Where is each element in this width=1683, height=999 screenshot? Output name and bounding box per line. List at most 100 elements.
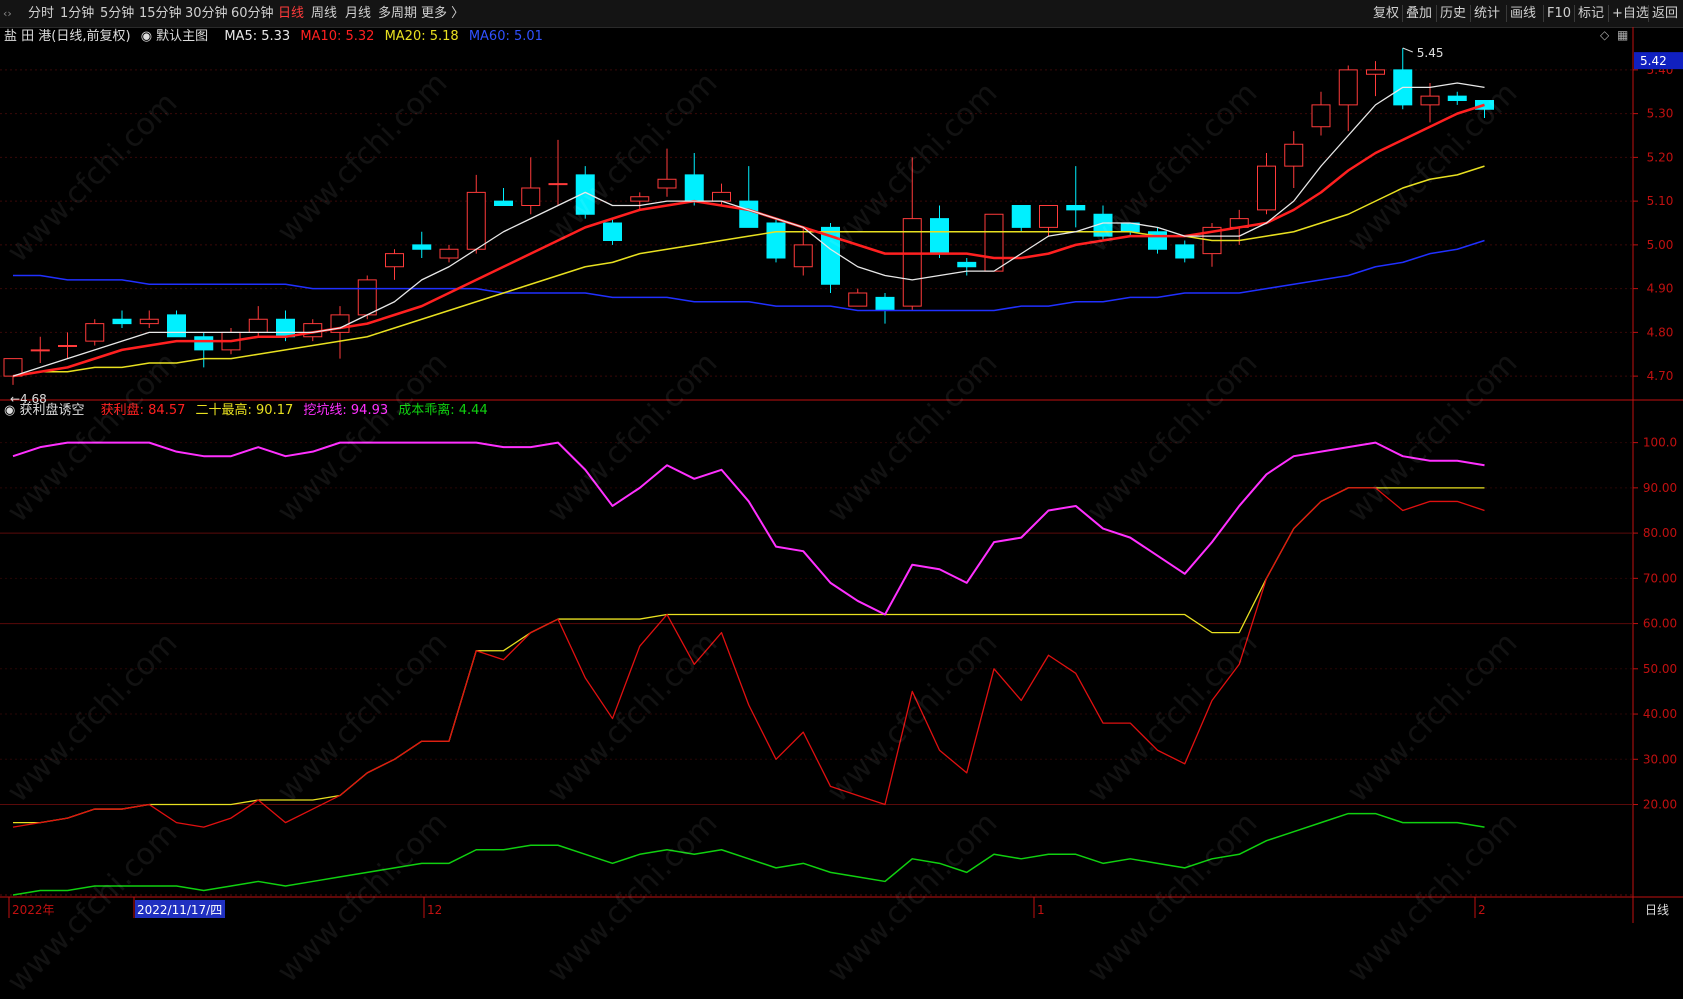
price-tick-label: 5.00 bbox=[1647, 238, 1674, 252]
ma20-line bbox=[12, 165, 1485, 377]
last-price-label: 5.42 bbox=[1640, 54, 1667, 68]
profit-line bbox=[12, 487, 1485, 828]
candle-body-up bbox=[548, 183, 568, 186]
period-toolbar: ‹› 分时 1分钟 5分钟 15分钟 30分钟 60分钟 日线 周线 月线 多周期 更多 〉 复权叠… bbox=[0, 0, 1683, 28]
candle-body-down bbox=[494, 200, 513, 206]
indicator-tick-label: 40.00 bbox=[1643, 707, 1677, 721]
high20-line bbox=[13, 487, 1485, 824]
period-tab-7[interactable]: 周线 bbox=[311, 6, 338, 21]
period-tab-8[interactable]: 月线 bbox=[345, 6, 372, 21]
candle-body-up bbox=[848, 292, 868, 307]
indicator-tick-label: 60.00 bbox=[1643, 617, 1677, 631]
tool-button-2[interactable]: 历史 bbox=[1440, 6, 1467, 21]
toolbar-separator bbox=[1506, 5, 1507, 22]
cost-label: 成本乖离: 4.44 bbox=[398, 403, 488, 418]
ma10-label: MA10: 5.32 bbox=[300, 29, 375, 44]
candle-body-up bbox=[439, 248, 459, 259]
candle-body-up bbox=[630, 196, 650, 202]
candle-body-down bbox=[1093, 213, 1113, 237]
price-tick-label: 5.20 bbox=[1647, 150, 1674, 164]
high-price-label: 5.45 bbox=[1417, 46, 1444, 60]
ma20-label: MA20: 5.18 bbox=[384, 29, 459, 44]
indicator-selector[interactable]: ◉ 获利盘诱空 bbox=[4, 403, 85, 418]
indicator-tick-label: 100.0 bbox=[1643, 436, 1677, 450]
candle-body-up bbox=[385, 253, 404, 268]
candle-body-up bbox=[58, 345, 77, 347]
ma5-label: MA5: 5.33 bbox=[224, 29, 291, 44]
candle-body-down bbox=[194, 336, 214, 351]
candle-body-down bbox=[957, 261, 977, 268]
ma5-line bbox=[12, 82, 1485, 377]
tool-button-0[interactable]: 复权 bbox=[1373, 6, 1400, 21]
candle-body-up bbox=[984, 213, 1004, 272]
period-tab-5[interactable]: 60分钟 bbox=[231, 6, 274, 21]
candle-body-up bbox=[793, 244, 813, 268]
date-label: 2022/11/17/四 bbox=[137, 903, 222, 917]
high-marker bbox=[1402, 47, 1413, 53]
diamond-icon[interactable]: ◇ bbox=[1600, 28, 1610, 42]
tool-button-4[interactable]: 画线 bbox=[1510, 6, 1537, 21]
period-label: 日线 bbox=[1645, 903, 1669, 917]
date-cursor-badge bbox=[135, 900, 225, 918]
price-tick-label: 4.80 bbox=[1647, 325, 1674, 339]
candle-body-down bbox=[875, 296, 895, 311]
period-tab-4[interactable]: 30分钟 bbox=[185, 6, 228, 21]
ma60-line bbox=[13, 239, 1485, 312]
candle-body-up bbox=[30, 349, 50, 352]
stock-chart[interactable]: 5.405.305.205.105.004.904.804.705.42100.… bbox=[0, 0, 1683, 923]
indicator-tick-label: 30.00 bbox=[1643, 752, 1677, 766]
main-chart-selector[interactable]: ◉ 默认主图 bbox=[140, 29, 209, 44]
tool-button-3[interactable]: 统计 bbox=[1474, 6, 1501, 21]
candle-body-down bbox=[575, 174, 595, 215]
indicator-tick-label: 50.00 bbox=[1643, 662, 1677, 676]
tool-button-6[interactable]: 标记 bbox=[1578, 6, 1605, 21]
candle-body-up bbox=[657, 178, 677, 189]
ma60-label: MA60: 5.01 bbox=[468, 29, 543, 44]
candle-body-down bbox=[766, 222, 786, 259]
tool-button-8[interactable]: 返回 bbox=[1652, 6, 1679, 21]
candle-body-down bbox=[821, 226, 840, 285]
pit-label: 挖坑线: 94.93 bbox=[303, 403, 389, 418]
stock-name: 盐 田 港(日线,前复权) bbox=[4, 29, 131, 44]
candle-body-down bbox=[276, 318, 295, 338]
candle-body-up bbox=[902, 218, 922, 307]
ma-legend: 盐 田 港(日线,前复权) ◉ 默认主图 MA5: 5.33 MA10: 5.3… bbox=[4, 27, 549, 46]
tool-button-1[interactable]: 叠加 bbox=[1406, 6, 1433, 21]
candle-body-down bbox=[412, 244, 432, 250]
grid-icon[interactable]: ▦ bbox=[1617, 28, 1629, 42]
price-tick-label: 4.90 bbox=[1647, 282, 1674, 296]
cost-deviation-line bbox=[12, 812, 1485, 896]
candle-body-down bbox=[1175, 244, 1195, 259]
period-tab-2[interactable]: 5分钟 bbox=[100, 6, 135, 21]
toolbar-separator bbox=[1402, 5, 1403, 22]
candle-body-up bbox=[1284, 143, 1304, 167]
period-tab-3[interactable]: 15分钟 bbox=[139, 6, 182, 21]
toolbar-separator bbox=[1574, 5, 1575, 22]
indicator-tick-label: 70.00 bbox=[1643, 571, 1677, 585]
period-tab-1[interactable]: 1分钟 bbox=[60, 6, 95, 21]
pit-line bbox=[12, 441, 1485, 616]
toolbar-separator bbox=[1543, 5, 1544, 22]
toolbar-separator bbox=[1648, 5, 1649, 22]
tool-button-7[interactable]: +自选 bbox=[1612, 6, 1649, 21]
date-label: 12 bbox=[427, 903, 442, 917]
period-tab-10[interactable]: 更多 〉 bbox=[421, 6, 465, 21]
candle-body-down bbox=[112, 318, 132, 325]
candle-body-down bbox=[603, 222, 622, 241]
period-tab-0[interactable]: 分时 bbox=[28, 6, 55, 21]
period-tab-6[interactable]: 日线 bbox=[278, 6, 305, 21]
period-tab-9[interactable]: 多周期 bbox=[378, 6, 418, 21]
candle-body-down bbox=[684, 174, 704, 202]
toolbar-separator bbox=[1608, 5, 1609, 22]
indicator-name: 获利盘诱空 bbox=[19, 403, 85, 418]
candle-body-up bbox=[139, 318, 159, 325]
indicator-legend: ◉ 获利盘诱空 获利盘: 84.57 二十最高: 90.17 挖坑线: 94.9… bbox=[4, 401, 494, 420]
candle-body-down bbox=[1447, 95, 1467, 101]
date-label: 1 bbox=[1037, 903, 1045, 917]
candle-body-down bbox=[1066, 205, 1086, 211]
date-label: 2 bbox=[1478, 903, 1486, 917]
low-price-label: ←4.68 bbox=[10, 392, 47, 406]
back-icon[interactable]: ‹› bbox=[3, 7, 12, 20]
tool-button-5[interactable]: F10 bbox=[1547, 6, 1572, 21]
high20-label: 二十最高: 90.17 bbox=[195, 403, 294, 418]
